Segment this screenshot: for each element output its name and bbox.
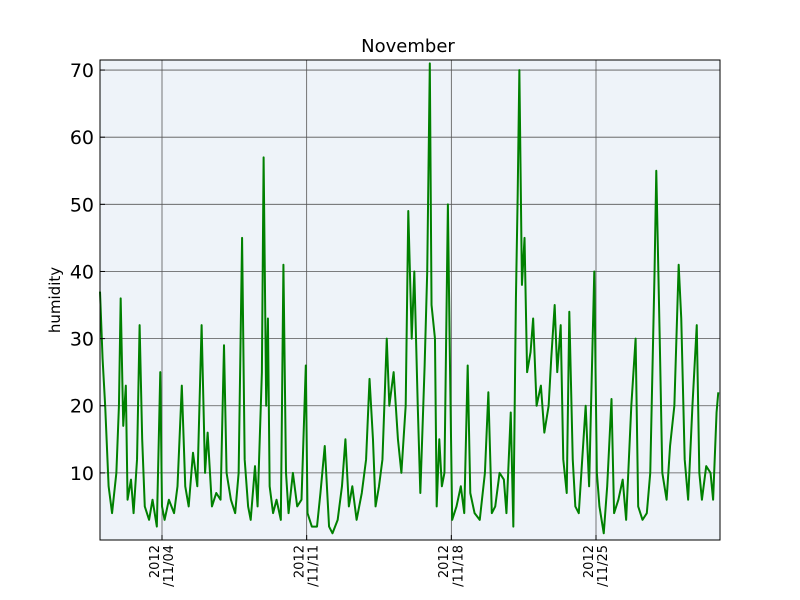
data-line — [99, 62, 720, 535]
y-tick-label: 30 — [70, 329, 94, 351]
y-tick-label: 60 — [70, 127, 94, 149]
y-tick-label: 40 — [70, 261, 94, 283]
y-tick-label: 10 — [70, 463, 94, 485]
x-tick-label: 2012/11/11 — [292, 545, 321, 587]
y-tick-label: 50 — [70, 194, 94, 216]
y-tick-label: 70 — [70, 60, 94, 82]
x-tick-label: 2012/11/18 — [437, 545, 466, 587]
x-tick-label: 2012/11/25 — [582, 545, 611, 587]
y-tick-label: 20 — [70, 396, 94, 418]
lines — [99, 62, 720, 535]
chart-title: November — [361, 36, 455, 57]
plot-frame — [99, 59, 721, 541]
tick-labels: 10 20 30 40 50 60 70 2012/11/04 2012/11/11 2012/1… — [70, 60, 611, 587]
x-tick-label: 2012/11/04 — [148, 545, 177, 587]
y-axis-label: humidity — [46, 267, 64, 333]
